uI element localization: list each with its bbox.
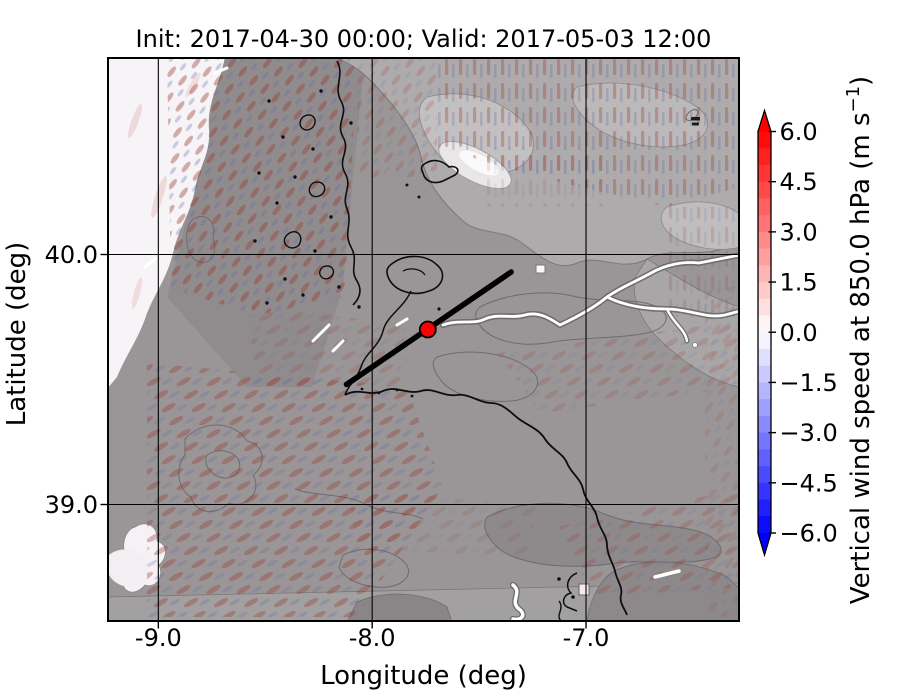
- y-axis-ticks: 40.0 39.0: [45, 241, 107, 519]
- colorbar-band: [758, 215, 771, 233]
- colorbar-band: [758, 282, 771, 300]
- x-tick-label: -9.0: [135, 624, 182, 652]
- colorbar-band: [758, 466, 771, 484]
- colorbar-band: [758, 482, 771, 501]
- colorbar-tick-label: −4.5: [780, 469, 838, 497]
- colorbar-extend-upper: [758, 110, 771, 132]
- map-symbol: [535, 117, 700, 596]
- colorbar-band: [758, 432, 771, 450]
- map-plot-area: [107, 57, 740, 622]
- colorbar-band: [758, 365, 771, 383]
- colorbar-band: [758, 265, 771, 283]
- colorbar-band: [758, 315, 771, 333]
- colorbar-band: [758, 449, 771, 467]
- colorbar-band: [758, 382, 771, 400]
- y-tick-label: 39.0: [45, 491, 98, 519]
- colorbar-band: [758, 164, 771, 183]
- colorbar-label: Vertical wind speed at 850.0 hPa (m s−1): [843, 76, 876, 604]
- grid-lines: [107, 57, 740, 622]
- station-marker: [418, 320, 437, 339]
- colorbar-tick-label: −6.0: [780, 520, 838, 548]
- colorbar-band: [758, 516, 771, 534]
- colorbar-band: [758, 415, 771, 434]
- plot-title: Init: 2017-04-30 00:00; Valid: 2017-05-0…: [136, 25, 712, 53]
- map-terrain: [107, 57, 740, 622]
- map-canvas: [107, 57, 740, 622]
- x-axis-ticks: -9.0 -8.0 -7.0: [135, 622, 610, 652]
- y-axis-label: Latitude (deg): [2, 242, 32, 427]
- colorbar: [757, 108, 772, 558]
- x-axis-label: Longitude (deg): [320, 661, 527, 691]
- colorbar-extend-lower: [758, 533, 771, 555]
- colorbar-band: [758, 198, 771, 216]
- colorbar-tick-label: 1.5: [780, 269, 818, 297]
- colorbar-band: [758, 332, 771, 350]
- colorbar-band: [758, 148, 771, 166]
- colorbar-band: [758, 131, 771, 149]
- colorbar-band: [758, 399, 771, 417]
- colorbar-band: [758, 248, 771, 266]
- colorbar-band: [758, 499, 771, 517]
- colorbar-tick-label: 0.0: [780, 319, 818, 347]
- colorbar-tick-label: 4.5: [780, 168, 818, 196]
- colorbar-band: [758, 298, 771, 317]
- river: [143, 66, 740, 622]
- axes-frame: [107, 57, 740, 622]
- x-tick-label: -7.0: [563, 624, 610, 652]
- colorbar-band: [758, 231, 771, 250]
- colorbar-band: [758, 181, 771, 199]
- colorbar-tick-label: −3.0: [780, 419, 838, 447]
- colorbar-tick-label: 6.0: [780, 118, 818, 146]
- terrain-contour-dots: [253, 89, 575, 599]
- colorbar-tick-label: 3.0: [780, 218, 818, 246]
- colorbar-ticks: 6.0 4.5 3.0 1.5 0.0 −1.5 −3.0 −4.5 −6.0: [768, 118, 838, 548]
- colorbar-outline: [757, 108, 772, 558]
- y-tick-label: 40.0: [45, 241, 98, 269]
- x-tick-label: -8.0: [349, 624, 396, 652]
- colorbar-tick-label: −1.5: [780, 369, 838, 397]
- colorbar-band: [758, 348, 771, 367]
